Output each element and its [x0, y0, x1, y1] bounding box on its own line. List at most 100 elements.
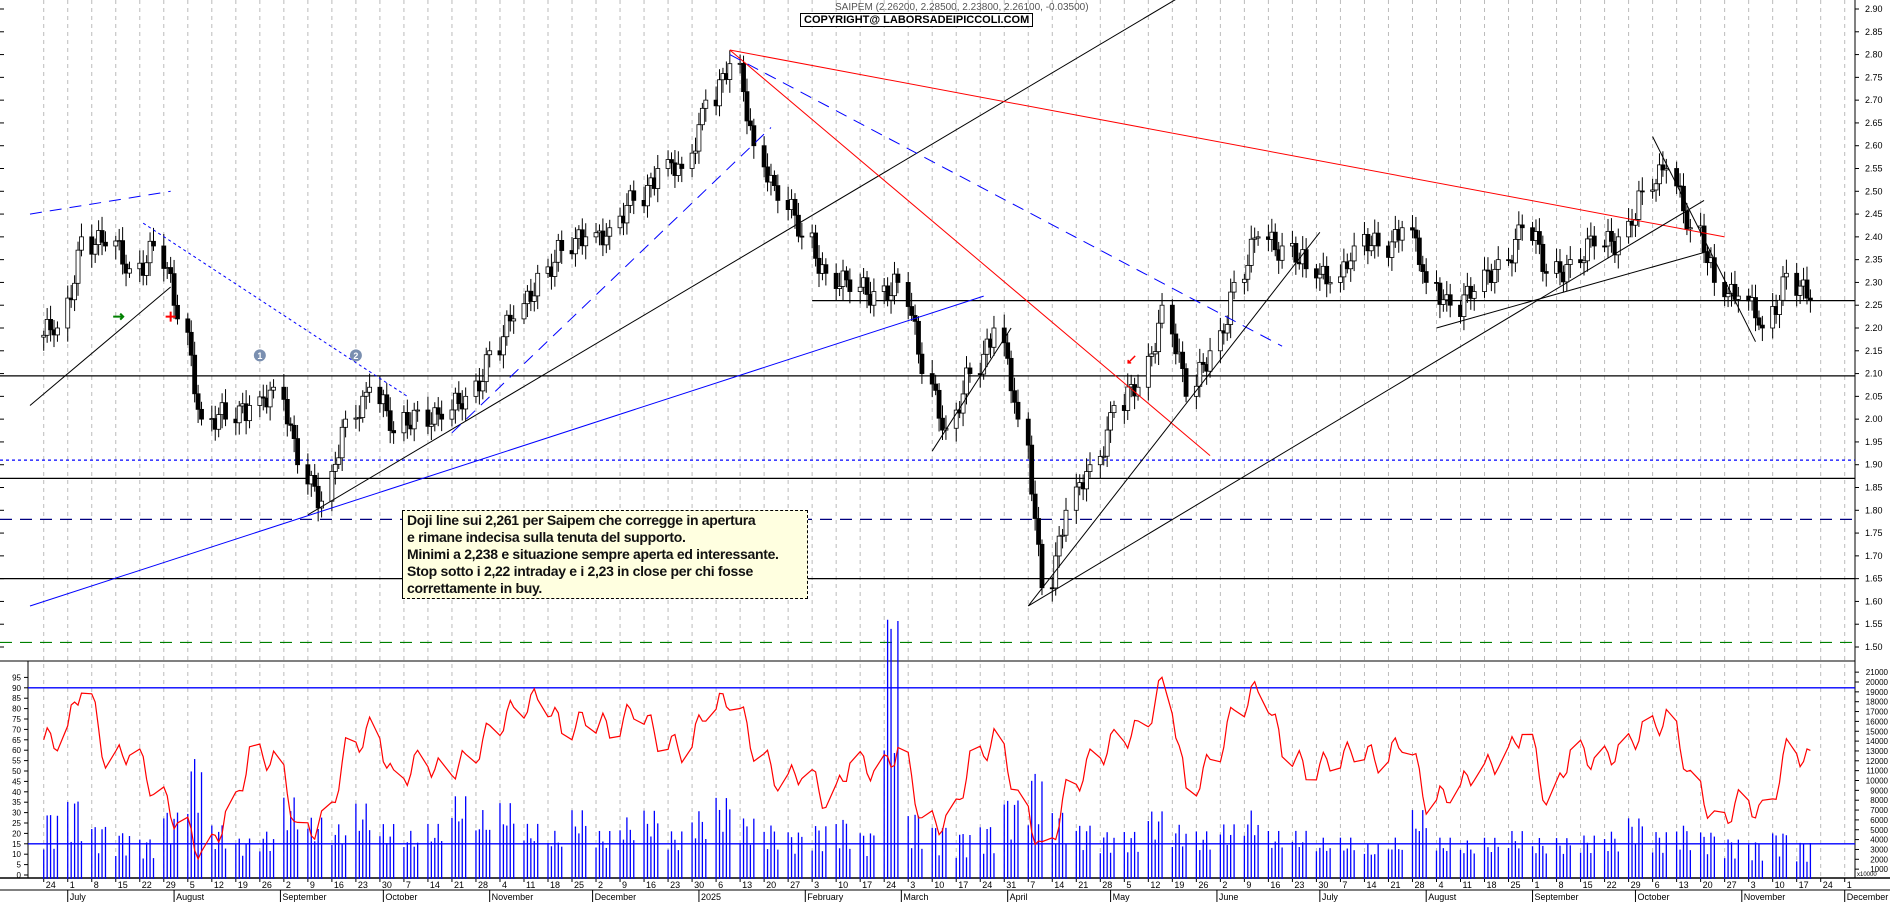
candle-body [981, 353, 987, 375]
date-tick-label: 16 [334, 880, 344, 890]
candle [1650, 178, 1656, 199]
candle-body [1255, 236, 1261, 239]
date-tick-label: 30 [694, 880, 704, 890]
price-tick-label: 2.90 [1865, 4, 1883, 14]
candle [1365, 228, 1371, 265]
candle-body [271, 386, 276, 391]
candle [1413, 216, 1419, 252]
candle-body [1111, 405, 1117, 414]
date-tick-label: 7 [406, 880, 411, 890]
candle-body [1032, 493, 1038, 519]
candle-body [127, 268, 132, 274]
candle-body [1217, 330, 1223, 352]
price-tick-label: 2.55 [1865, 164, 1883, 174]
candle-body [120, 240, 126, 265]
candle [967, 362, 973, 383]
candle-body [435, 407, 441, 415]
candle [291, 415, 297, 453]
candle-body [199, 408, 204, 420]
date-tick-label: 12 [214, 880, 224, 890]
candle [195, 384, 201, 423]
candle [857, 273, 863, 304]
note-line: Stop sotto i 2,22 intraday e i 2,23 in c… [407, 563, 753, 579]
month-label: May [1113, 892, 1131, 902]
candle-body [919, 353, 925, 374]
candle [1567, 246, 1573, 278]
candle-body [699, 107, 705, 126]
candle-body [531, 295, 537, 302]
indicator-tick-label: 55 [12, 757, 21, 766]
candle-body [1657, 164, 1662, 185]
date-tick-label: 23 [358, 880, 368, 890]
candle-body [1012, 390, 1017, 403]
candle [679, 156, 685, 183]
candle [216, 407, 222, 438]
candle-body [288, 423, 294, 426]
candle [439, 400, 445, 432]
candle [933, 374, 939, 396]
month-label: April [1010, 892, 1028, 902]
trendline [1436, 250, 1712, 329]
candle [1585, 227, 1590, 272]
date-tick-label: 23 [1294, 880, 1304, 890]
candle [257, 390, 263, 418]
candle [1602, 239, 1607, 253]
volume-tick-label: 15000 [1866, 727, 1889, 736]
date-tick-label: 19 [1174, 880, 1184, 890]
date-tick-label: 29 [1631, 880, 1641, 890]
candle-body [1492, 268, 1498, 283]
candle [1228, 278, 1234, 339]
candle-body [727, 63, 733, 80]
date-tick-label: 27 [790, 880, 800, 890]
candle [1314, 263, 1319, 289]
candle [1056, 526, 1062, 568]
candle [356, 405, 362, 432]
month-label: September [282, 892, 326, 902]
candle [1084, 458, 1089, 502]
candle-body [48, 319, 53, 331]
candle [1777, 295, 1782, 329]
date-tick-label: 11 [1462, 880, 1471, 890]
candle [593, 222, 599, 243]
candle [665, 150, 671, 177]
candle-body [535, 272, 541, 297]
candle [1633, 213, 1638, 237]
candle [953, 402, 959, 442]
date-tick-label: 4 [502, 880, 507, 890]
note-line: Doji line sui 2,261 per Saipem che corre… [407, 512, 756, 528]
price-tick-label: 1.65 [1865, 574, 1883, 584]
candle [1015, 389, 1021, 428]
candle [504, 310, 510, 346]
candle [936, 383, 942, 432]
candle [1753, 284, 1758, 332]
candle [864, 270, 870, 309]
candle [428, 412, 434, 440]
candle [1351, 232, 1357, 272]
candle-body [41, 334, 47, 338]
candle-body [895, 273, 901, 283]
price-tick-label: 2.85 [1865, 27, 1883, 37]
candle-body [55, 327, 60, 336]
wave-marker-label: 1 [257, 351, 262, 361]
candle-body [799, 235, 805, 238]
candle-body [689, 152, 695, 169]
price-tick-label: 2.05 [1865, 391, 1883, 401]
candle-body [432, 407, 438, 425]
candle [775, 174, 781, 214]
candle [1416, 230, 1422, 272]
candle-body [1512, 239, 1518, 264]
candle-body [1770, 306, 1776, 329]
candle-body [449, 409, 455, 420]
date-tick-label: 11 [526, 880, 535, 890]
candle-body [747, 120, 753, 127]
candle-body [79, 236, 84, 251]
candle-body [1447, 294, 1453, 306]
candle [675, 151, 681, 182]
date-tick-label: 17 [958, 880, 968, 890]
candle-body [1684, 210, 1690, 230]
candle-body [555, 239, 561, 263]
candle [689, 144, 695, 178]
wave-marker-circle [349, 349, 362, 362]
trendline [729, 49, 1725, 238]
candle-body [1365, 233, 1371, 252]
